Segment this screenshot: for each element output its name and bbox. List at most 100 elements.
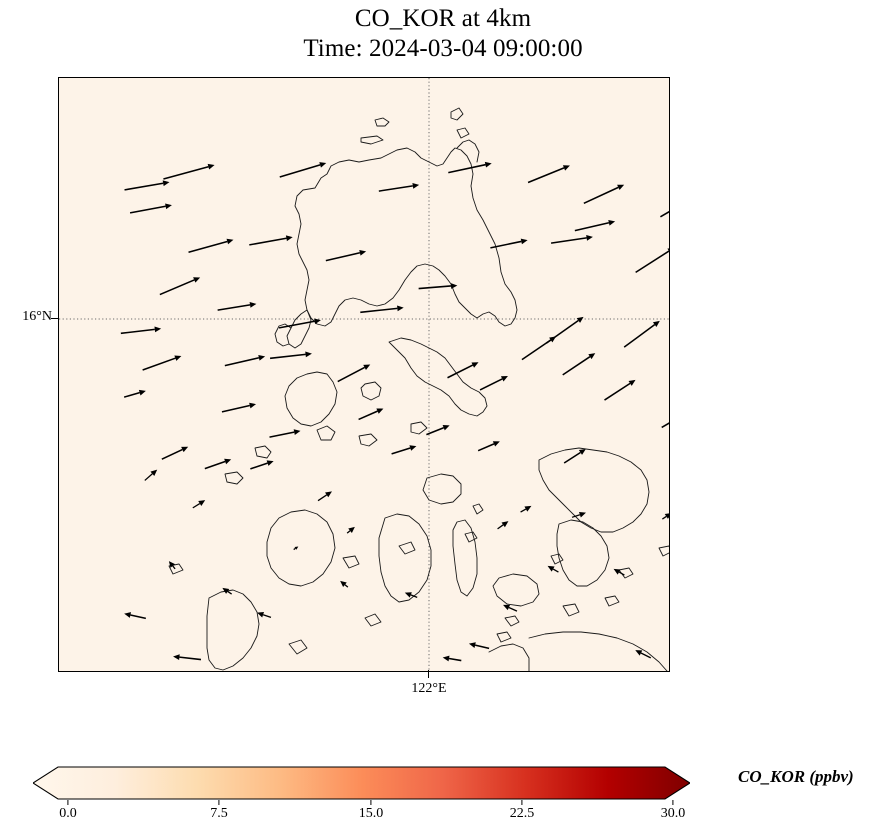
- wind-vector-arrow: [269, 351, 312, 360]
- wind-vector-arrow: [269, 429, 301, 438]
- wind-vector-arrow: [163, 163, 215, 180]
- wind-vector-arrow: [418, 283, 458, 290]
- wind-vector-arrow: [173, 654, 202, 661]
- wind-vector-arrow: [404, 592, 418, 598]
- wind-vector-arrow: [142, 355, 182, 371]
- wind-vector-arrow: [604, 379, 636, 401]
- coastline-islet-s19: [364, 613, 382, 627]
- figure-title-block: CO_KOR at 4km Time: 2024-03-04 09:00:00: [0, 4, 886, 63]
- colorbar-tick-label-0: 0.0: [59, 806, 77, 821]
- coastline-bataan-west: [274, 323, 292, 347]
- x-axis-tick-mark: [428, 670, 430, 678]
- y-axis-tick-label-16n: 16°N: [22, 309, 52, 324]
- wind-vector-arrow: [661, 513, 669, 520]
- coastline-islet-s2: [224, 471, 244, 485]
- wind-vector-arrow: [503, 604, 518, 612]
- wind-vector-arrow: [317, 491, 332, 502]
- coastline-bicol: [388, 337, 488, 417]
- wind-vector-arrow: [129, 203, 172, 214]
- colorbar-tick-label-3: 22.5: [509, 806, 535, 821]
- wind-vector-arrow: [497, 521, 509, 530]
- wind-vector-arrow: [391, 445, 417, 455]
- wind-vector-arrow: [520, 505, 532, 513]
- wind-vector-arrow: [279, 162, 327, 178]
- coastline-islet-n1: [374, 117, 390, 127]
- coastline-islet-s15: [550, 553, 564, 565]
- coastline-islet-s14: [618, 567, 634, 579]
- wind-vector-arrow: [124, 180, 170, 191]
- coastlines: [168, 107, 669, 671]
- wind-vector-arrow: [123, 389, 146, 398]
- wind-vector-arrow: [144, 469, 158, 481]
- wind-vector-arrow: [360, 305, 404, 314]
- coastline-islet-s8: [504, 615, 520, 627]
- coastline-negros: [378, 513, 432, 603]
- coastline-islet-s7: [464, 531, 478, 543]
- coastline-palawan-ne: [206, 589, 260, 671]
- coastline-luzon: [294, 147, 518, 327]
- wind-vector-arrow: [278, 318, 321, 329]
- wind-vector-arrow: [547, 565, 559, 573]
- coastline-masbate: [422, 473, 462, 505]
- colorbar-tick-mark-1: [218, 800, 220, 805]
- wind-vector-arrow: [249, 235, 293, 246]
- x-axis-tick-label-122e: 122°E: [411, 681, 447, 696]
- colorbar-tick-label-2: 15.0: [358, 806, 384, 821]
- coastline-islet-s18: [288, 639, 308, 655]
- coastline-bohol: [492, 573, 540, 607]
- wind-vector-arrow: [563, 449, 586, 464]
- coastline-islet-s5: [410, 421, 428, 435]
- coastline-mindoro: [284, 371, 338, 427]
- wind-vector-arrow: [325, 249, 367, 262]
- map-vector-layer: [59, 78, 669, 671]
- coastline-panay: [266, 509, 336, 587]
- coastline-islet-s11: [604, 595, 620, 607]
- wind-vector-arrow: [224, 354, 266, 367]
- page-title: CO_KOR at 4km: [354, 5, 532, 32]
- colorbar-tick-label-4: 30.0: [660, 806, 686, 821]
- coastline-mindanao-west: [488, 643, 530, 671]
- wind-vector-arrow: [442, 655, 462, 662]
- wind-vector-arrow: [468, 642, 490, 650]
- wind-vector-arrow: [293, 546, 299, 551]
- wind-vector-arrow: [490, 238, 528, 249]
- coastline-islet-s6: [472, 503, 484, 515]
- wind-vector-arrow: [222, 587, 233, 595]
- colorbar-tick-mark-4: [672, 800, 674, 805]
- colorbar-tick-mark-3: [521, 800, 523, 805]
- wind-vector-arrow: [346, 526, 355, 534]
- coastline-islet-s1: [254, 445, 272, 459]
- wind-vector-arrow: [635, 650, 652, 659]
- y-axis-tick-mark: [51, 318, 59, 320]
- coastline-marinduque: [360, 381, 382, 401]
- wind-vector-arrow: [635, 248, 669, 274]
- coastline-islet-s10: [562, 603, 580, 617]
- wind-vector-arrow: [337, 364, 371, 383]
- coastline-islet-s17: [342, 555, 360, 569]
- wind-vector-arrow: [527, 165, 570, 184]
- coastline-bataan: [286, 309, 312, 349]
- wind-vector-arrow: [217, 302, 257, 311]
- colorbar-tick-labels: 0.0 7.5 15.0 22.5 30.0: [33, 800, 690, 828]
- coastline-islet-s9: [496, 631, 512, 643]
- map-plot-area: [58, 77, 670, 672]
- wind-vector-arrow: [574, 219, 616, 232]
- coastline-cebu: [452, 519, 478, 597]
- wind-vector-arrow: [660, 210, 669, 218]
- wind-vector-arrow: [613, 568, 625, 576]
- colorbar-gradient: [33, 766, 690, 800]
- wind-vector-arrow: [562, 353, 596, 376]
- wind-vector-arrow: [257, 611, 272, 618]
- colorbar-tick-mark-2: [370, 800, 372, 805]
- gridlines: [59, 78, 669, 671]
- wind-vector-arrow: [358, 408, 384, 421]
- wind-vector-arrow: [571, 511, 586, 518]
- wind-vector-arrow: [168, 561, 176, 570]
- wind-vector-arrow: [340, 580, 349, 588]
- coastline-samar: [538, 447, 650, 533]
- coastline-leyte: [556, 519, 610, 587]
- wind-vector-arrow: [124, 612, 147, 620]
- coastline-islet-s3: [316, 425, 336, 441]
- figure-subtitle-time: Time: 2024-03-04 09:00:00: [303, 34, 583, 62]
- wind-vector-arrow: [521, 336, 557, 361]
